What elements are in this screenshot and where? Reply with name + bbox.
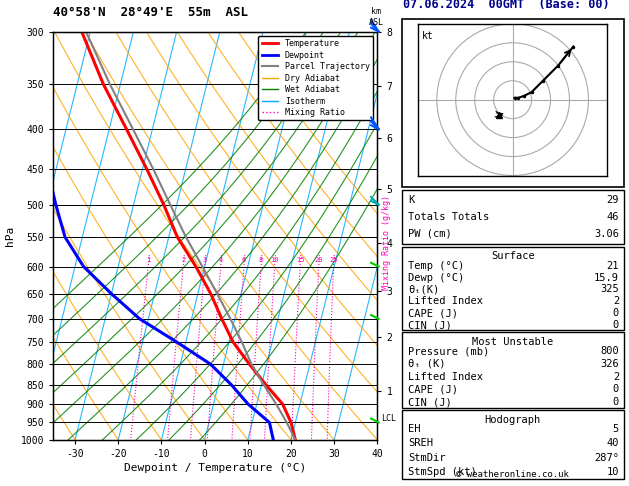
Text: 0: 0 bbox=[613, 384, 619, 395]
Text: 8: 8 bbox=[259, 258, 264, 263]
Text: 6: 6 bbox=[242, 258, 246, 263]
Text: StmSpd (kt): StmSpd (kt) bbox=[408, 467, 477, 477]
Text: 0: 0 bbox=[613, 308, 619, 318]
Text: 21: 21 bbox=[606, 261, 619, 271]
Text: 4: 4 bbox=[219, 258, 223, 263]
Text: 29: 29 bbox=[606, 195, 619, 206]
Text: 10: 10 bbox=[606, 467, 619, 477]
Text: CAPE (J): CAPE (J) bbox=[408, 384, 459, 395]
Text: Totals Totals: Totals Totals bbox=[408, 212, 490, 222]
Text: 0: 0 bbox=[613, 320, 619, 330]
Text: θₜ (K): θₜ (K) bbox=[408, 359, 446, 369]
Text: 3: 3 bbox=[203, 258, 207, 263]
Text: © weatheronline.co.uk: © weatheronline.co.uk bbox=[456, 470, 569, 479]
Text: 326: 326 bbox=[600, 359, 619, 369]
Text: StmDir: StmDir bbox=[408, 453, 446, 463]
Text: Most Unstable: Most Unstable bbox=[472, 337, 554, 347]
Y-axis label: hPa: hPa bbox=[6, 226, 15, 246]
Text: 07.06.2024  00GMT  (Base: 00): 07.06.2024 00GMT (Base: 00) bbox=[403, 0, 609, 11]
Text: 3.06: 3.06 bbox=[594, 228, 619, 239]
Text: Dewp (°C): Dewp (°C) bbox=[408, 273, 465, 283]
Bar bbox=[402, 410, 623, 479]
Text: 0: 0 bbox=[613, 397, 619, 407]
Text: CAPE (J): CAPE (J) bbox=[408, 308, 459, 318]
Text: 15: 15 bbox=[296, 258, 304, 263]
Text: 287°: 287° bbox=[594, 453, 619, 463]
Text: Lifted Index: Lifted Index bbox=[408, 296, 484, 306]
Text: 1: 1 bbox=[146, 258, 150, 263]
Text: Hodograph: Hodograph bbox=[484, 415, 541, 425]
Text: 325: 325 bbox=[600, 284, 619, 295]
Text: PW (cm): PW (cm) bbox=[408, 228, 452, 239]
Text: K: K bbox=[408, 195, 415, 206]
X-axis label: Dewpoint / Temperature (°C): Dewpoint / Temperature (°C) bbox=[125, 463, 306, 473]
Text: 46: 46 bbox=[606, 212, 619, 222]
Text: 20: 20 bbox=[314, 258, 323, 263]
Text: 40: 40 bbox=[606, 438, 619, 449]
Text: 2: 2 bbox=[181, 258, 186, 263]
Bar bbox=[402, 190, 623, 244]
Text: LCL: LCL bbox=[381, 415, 396, 423]
Text: 5: 5 bbox=[613, 424, 619, 434]
Bar bbox=[402, 332, 623, 408]
Text: Mixing Ratio (g/kg): Mixing Ratio (g/kg) bbox=[382, 195, 391, 291]
Text: Lifted Index: Lifted Index bbox=[408, 372, 484, 382]
Text: Temp (°C): Temp (°C) bbox=[408, 261, 465, 271]
Text: 15.9: 15.9 bbox=[594, 273, 619, 283]
Text: Surface: Surface bbox=[491, 251, 535, 261]
Text: 40°58'N  28°49'E  55m  ASL: 40°58'N 28°49'E 55m ASL bbox=[53, 6, 248, 19]
Text: 25: 25 bbox=[330, 258, 338, 263]
Text: CIN (J): CIN (J) bbox=[408, 397, 452, 407]
Text: Pressure (mb): Pressure (mb) bbox=[408, 346, 490, 356]
Text: θₜ(K): θₜ(K) bbox=[408, 284, 440, 295]
Text: 2: 2 bbox=[613, 296, 619, 306]
Bar bbox=[402, 246, 623, 330]
Text: CIN (J): CIN (J) bbox=[408, 320, 452, 330]
Bar bbox=[402, 19, 623, 187]
Text: 10: 10 bbox=[270, 258, 279, 263]
Legend: Temperature, Dewpoint, Parcel Trajectory, Dry Adiabat, Wet Adiabat, Isotherm, Mi: Temperature, Dewpoint, Parcel Trajectory… bbox=[259, 36, 373, 121]
Text: km
ASL: km ASL bbox=[369, 7, 384, 27]
Text: 800: 800 bbox=[600, 346, 619, 356]
Text: 2: 2 bbox=[613, 372, 619, 382]
Text: SREH: SREH bbox=[408, 438, 433, 449]
Text: EH: EH bbox=[408, 424, 421, 434]
